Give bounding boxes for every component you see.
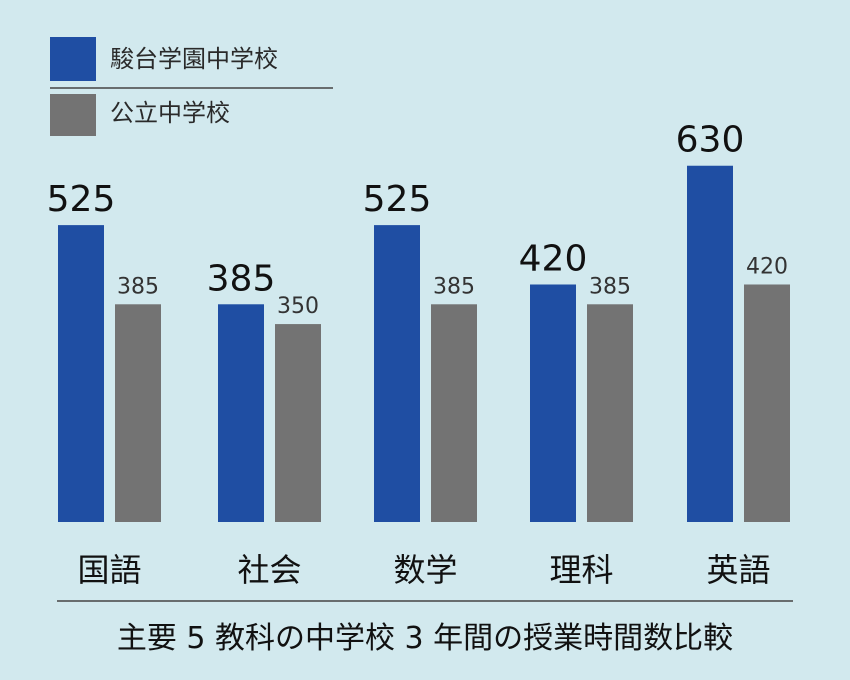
category-label-2: 社会	[237, 551, 301, 589]
legend-label-public: 公立中学校	[110, 99, 230, 127]
bar-public-5	[744, 284, 790, 522]
bar-value-label-public-1: 385	[117, 274, 159, 299]
bar-public-1	[115, 304, 161, 522]
legend-label-sundai: 駿台学園中学校	[110, 45, 278, 73]
chart-title: 主要 5 教科の中学校 3 年間の授業時間数比較	[117, 621, 733, 656]
bar-sundai-4	[530, 284, 576, 522]
bar-sundai-5	[687, 165, 733, 523]
bar-value-label-public-4: 385	[589, 274, 631, 299]
category-label-3: 数学	[393, 551, 457, 589]
bar-public-2	[275, 324, 321, 522]
legend-swatch-sundai	[50, 37, 96, 81]
bar-value-label-sundai-4: 420	[519, 238, 588, 279]
bar-sundai-2	[218, 304, 264, 522]
category-label-1: 国語	[77, 551, 141, 589]
category-label-5: 英語	[706, 551, 770, 589]
chart-legend: 駿台学園中学校 公立中学校	[50, 37, 333, 136]
bar-public-3	[431, 304, 477, 522]
bars-group	[58, 165, 790, 523]
bar-value-label-public-2: 350	[277, 294, 319, 319]
bar-value-label-public-3: 385	[433, 274, 475, 299]
bar-sundai-1	[58, 225, 104, 523]
category-label-4: 理科	[549, 551, 613, 589]
category-labels: 国語 社会 数学 理科 英語	[77, 551, 770, 589]
legend-swatch-public	[50, 94, 96, 136]
bar-value-label-public-5: 420	[746, 254, 788, 279]
bar-public-4	[587, 304, 633, 522]
bar-value-label-sundai-1: 525	[47, 179, 116, 220]
bar-value-label-sundai-3: 525	[363, 179, 432, 220]
bar-sundai-3	[374, 225, 420, 523]
bar-value-label-sundai-2: 385	[207, 258, 276, 299]
bar-value-label-sundai-5: 630	[676, 120, 745, 161]
